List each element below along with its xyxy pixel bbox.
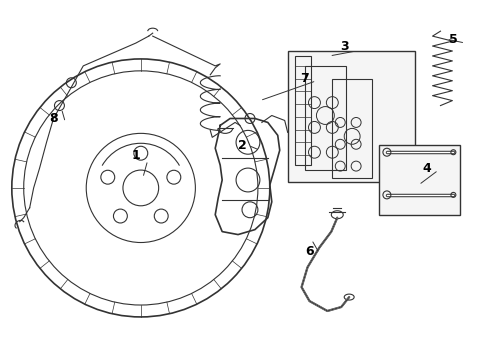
Text: 3: 3 [339,40,348,53]
Text: 7: 7 [300,72,308,85]
Text: 5: 5 [448,33,457,46]
Bar [378,145,459,215]
Text: 4: 4 [421,162,430,175]
Text: 2: 2 [237,139,246,152]
Text: 1: 1 [131,149,140,162]
Text: 6: 6 [305,245,313,258]
Text: 8: 8 [49,112,58,125]
Bar [287,51,414,182]
